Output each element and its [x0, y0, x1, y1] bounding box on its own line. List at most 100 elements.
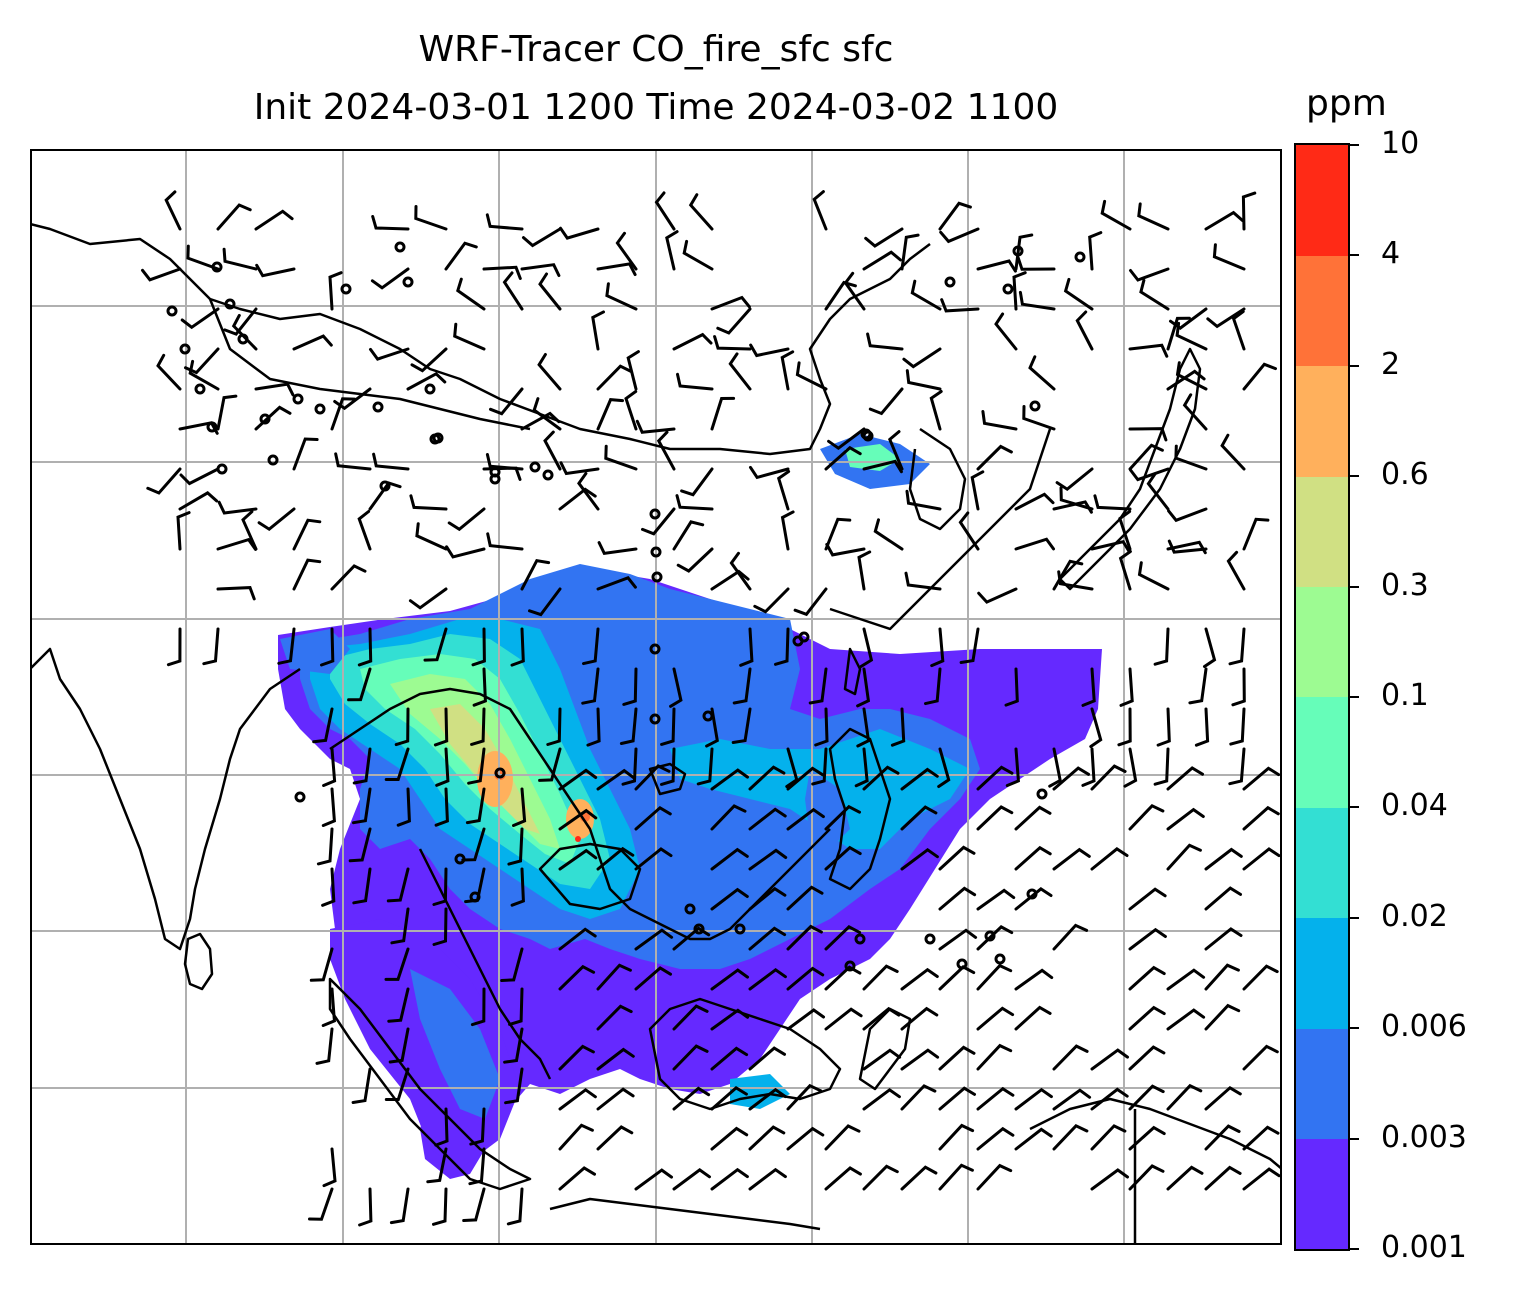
- wind-barb: [415, 522, 448, 551]
- wind-barb: [1174, 444, 1208, 471]
- wind-calm-marker: [844, 960, 856, 972]
- colorbar-segment: [1296, 145, 1348, 256]
- wind-barb: [434, 787, 449, 827]
- wind-barb: [710, 295, 751, 311]
- wind-barb: [1048, 747, 1062, 788]
- wind-barb: [538, 272, 562, 311]
- wind-barb: [729, 551, 752, 591]
- wind-barb: [1014, 492, 1055, 511]
- wind-barb: [786, 966, 825, 991]
- wind-barb: [1057, 570, 1094, 591]
- wind-barb: [672, 520, 705, 551]
- wind-barb: [1204, 1165, 1242, 1191]
- colorbar-tick-mark: [1350, 585, 1359, 588]
- wind-barb: [223, 307, 258, 336]
- wind-calm-marker: [854, 933, 866, 945]
- wind-barb: [582, 627, 600, 666]
- wind-barb: [596, 364, 633, 391]
- wind-barb: [900, 1084, 937, 1111]
- wind-barb: [1090, 1124, 1127, 1151]
- wind-barb: [537, 353, 562, 391]
- colorbar-segment: [1296, 365, 1348, 477]
- wind-calm-marker: [267, 454, 279, 466]
- wind-barb: [938, 928, 978, 951]
- wind-barb: [596, 262, 637, 277]
- wind-calm-marker: [650, 546, 662, 558]
- colorbar-tick-label: 0.6: [1381, 457, 1429, 493]
- wind-barb: [1194, 707, 1210, 747]
- wind-barb: [330, 397, 357, 431]
- wind-barb: [1204, 210, 1244, 231]
- wind-barb: [389, 1187, 410, 1225]
- wind-barb: [710, 1008, 750, 1031]
- wind-calm-marker: [1074, 251, 1086, 263]
- wind-barb: [811, 747, 828, 786]
- wind-barb: [808, 667, 828, 705]
- wind-barb: [675, 494, 714, 511]
- map-gridlines: [30, 149, 1282, 1245]
- wind-barb: [508, 987, 524, 1026]
- wind-barb: [384, 947, 410, 981]
- wind-barb: [254, 382, 295, 397]
- wind-barb: [596, 398, 624, 431]
- wind-calm-marker: [994, 953, 1006, 965]
- wind-barb: [676, 547, 714, 573]
- wind-barb: [1231, 667, 1246, 707]
- wind-barb: [1055, 467, 1094, 492]
- wind-barb: [1228, 747, 1246, 786]
- wind-barb: [938, 1163, 974, 1191]
- wind-barb: [910, 279, 942, 311]
- wind-barb: [328, 271, 343, 311]
- wind-barb: [710, 804, 747, 831]
- wind-barb: [596, 963, 632, 991]
- wind-barb: [905, 369, 942, 391]
- wind-barb: [1242, 1167, 1281, 1191]
- wind-barb: [1052, 1088, 1092, 1111]
- wind-barb: [528, 587, 562, 617]
- wind-barb: [444, 241, 478, 271]
- wind-barb: [635, 419, 676, 434]
- wind-barb: [615, 231, 638, 271]
- wind-calm-marker: [542, 469, 554, 481]
- wind-barb: [222, 247, 258, 271]
- wind-barb: [1090, 1168, 1129, 1191]
- wind-barb: [520, 263, 561, 277]
- wind-barb: [827, 427, 866, 451]
- wind-barb: [634, 805, 672, 831]
- wind-barb: [597, 541, 638, 556]
- wind-barb: [241, 510, 258, 551]
- wind-barb: [710, 768, 749, 791]
- colorbar-tick-label: 0.3: [1381, 567, 1429, 603]
- wind-barb: [924, 667, 942, 706]
- wind-barb: [672, 1168, 711, 1191]
- wind-barb: [1052, 766, 1090, 791]
- wind-barb: [864, 227, 904, 248]
- wind-barb: [856, 667, 871, 708]
- wind-barb: [333, 387, 372, 411]
- wind-calm-marker: [1029, 400, 1041, 412]
- wind-barb: [780, 510, 795, 551]
- wind-barb: [368, 481, 402, 511]
- wind-barb: [862, 1164, 899, 1191]
- wind-barb: [1063, 277, 1094, 311]
- wind-barb: [512, 787, 527, 827]
- colorbar-tick-mark: [1350, 1248, 1359, 1250]
- wind-barb: [1229, 707, 1246, 746]
- wind-barb: [166, 627, 182, 667]
- wind-barb: [824, 1007, 863, 1031]
- wind-barb: [292, 518, 322, 551]
- colorbar-tick-label: 10: [1381, 126, 1420, 161]
- sulawesi-coast: [858, 1007, 912, 1091]
- wind-barb: [710, 1046, 749, 1071]
- wind-barb: [596, 576, 637, 591]
- wind-barb: [900, 1048, 940, 1071]
- wind-barb: [680, 467, 714, 497]
- wind-barb: [254, 405, 292, 431]
- wind-barb: [507, 827, 524, 866]
- wind-barb: [596, 1047, 635, 1071]
- wind-barb: [596, 846, 635, 871]
- mongolia-border: [208, 298, 531, 431]
- wind-barb: [596, 1125, 634, 1151]
- wind-barb: [938, 201, 972, 231]
- wind-calm-marker: [734, 923, 746, 935]
